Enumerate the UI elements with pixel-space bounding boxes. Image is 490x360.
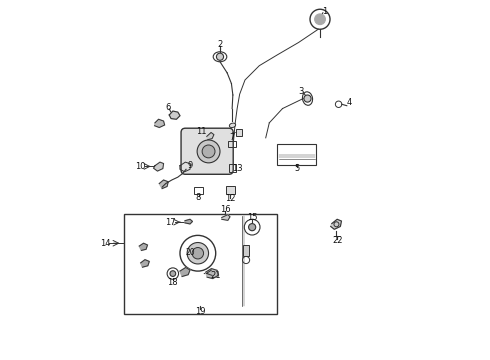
Text: 2: 2 — [218, 40, 222, 49]
Polygon shape — [141, 260, 149, 267]
Polygon shape — [139, 243, 147, 250]
Text: 6: 6 — [166, 103, 171, 112]
Bar — [228, 163, 237, 172]
Text: 14: 14 — [100, 239, 110, 248]
Circle shape — [304, 95, 311, 102]
Circle shape — [217, 53, 223, 60]
Polygon shape — [155, 119, 165, 127]
Bar — [277, 144, 317, 165]
Bar — [236, 129, 242, 136]
Text: 15: 15 — [247, 213, 257, 222]
Text: 11: 11 — [196, 127, 207, 136]
Ellipse shape — [229, 123, 236, 127]
FancyBboxPatch shape — [181, 128, 233, 174]
Circle shape — [192, 248, 203, 259]
Polygon shape — [153, 162, 164, 171]
Circle shape — [248, 224, 256, 231]
Polygon shape — [180, 267, 190, 276]
Text: 10: 10 — [135, 162, 146, 171]
Bar — [194, 187, 203, 194]
Text: 18: 18 — [168, 278, 178, 287]
Text: 4: 4 — [347, 98, 352, 107]
Polygon shape — [185, 219, 193, 224]
Text: 21: 21 — [211, 271, 221, 280]
Circle shape — [197, 140, 220, 163]
Text: 5: 5 — [294, 164, 299, 173]
Text: 3: 3 — [299, 87, 304, 96]
Polygon shape — [206, 269, 219, 279]
Text: 22: 22 — [332, 236, 343, 245]
Text: 13: 13 — [233, 164, 243, 173]
Circle shape — [187, 243, 209, 264]
Polygon shape — [169, 111, 180, 119]
Polygon shape — [159, 180, 168, 189]
Text: 1: 1 — [321, 7, 327, 16]
Text: 7: 7 — [229, 133, 235, 142]
Circle shape — [315, 14, 325, 24]
Text: 8: 8 — [196, 193, 201, 202]
Text: 16: 16 — [220, 205, 231, 214]
Circle shape — [202, 145, 215, 158]
Bar — [243, 245, 249, 256]
Text: 17: 17 — [166, 218, 176, 227]
Text: 19: 19 — [195, 307, 206, 316]
Polygon shape — [207, 132, 214, 140]
Text: 20: 20 — [185, 248, 195, 257]
Text: 12: 12 — [225, 194, 236, 203]
Text: 9: 9 — [187, 161, 192, 170]
Polygon shape — [180, 162, 191, 172]
Bar — [123, 214, 277, 314]
Circle shape — [170, 271, 176, 276]
Bar — [228, 141, 236, 147]
Polygon shape — [331, 219, 342, 229]
Bar — [226, 186, 235, 194]
Polygon shape — [222, 215, 230, 220]
